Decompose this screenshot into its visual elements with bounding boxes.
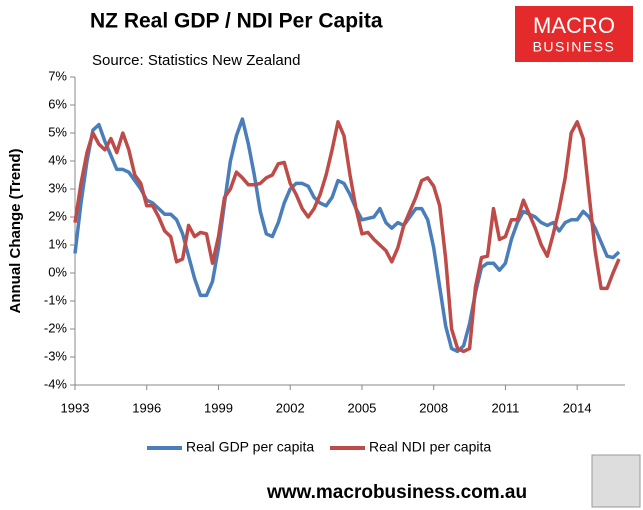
legend-label: Real GDP per capita bbox=[186, 439, 314, 455]
y-tick-label: 1% bbox=[48, 236, 67, 251]
x-tick-label: 1993 bbox=[61, 400, 90, 415]
y-tick-label: 2% bbox=[48, 208, 67, 223]
x-tick-label: 2002 bbox=[276, 400, 305, 415]
series-line bbox=[73, 120, 621, 354]
logo-text: BUSINESS bbox=[533, 39, 616, 55]
y-tick-label: 0% bbox=[48, 264, 67, 279]
logo-box bbox=[515, 6, 633, 62]
y-tick-label: 6% bbox=[48, 96, 67, 111]
footer: www.macrobusiness.com.au bbox=[266, 482, 527, 503]
y-tick-label: 7% bbox=[48, 68, 67, 83]
y-tick-label: 3% bbox=[48, 180, 67, 195]
logo-text: MACRO bbox=[533, 13, 615, 38]
x-tick-label: 2011 bbox=[491, 400, 519, 415]
y-axis-label: Annual Change (Trend) bbox=[7, 148, 24, 313]
y-tick-label: -3% bbox=[44, 348, 68, 363]
y-tick-label: -1% bbox=[44, 292, 68, 307]
chart-title: NZ Real GDP / NDI Per Capita bbox=[90, 10, 383, 33]
chart-subtitle: Source: Statistics New Zealand bbox=[92, 52, 300, 69]
y-tick-label: 5% bbox=[48, 124, 67, 139]
x-tick-label: 2005 bbox=[347, 400, 376, 415]
y-tick-label: -4% bbox=[44, 376, 68, 391]
x-tick-label: 2014 bbox=[563, 400, 592, 415]
x-tick-label: 2008 bbox=[419, 400, 448, 415]
wolf-icon bbox=[591, 454, 641, 508]
x-tick-label: 1999 bbox=[204, 400, 233, 415]
y-tick-label: -2% bbox=[44, 320, 68, 335]
x-tick-label: 1996 bbox=[132, 400, 161, 415]
legend-label: Real NDI per capita bbox=[369, 439, 491, 455]
y-tick-label: 4% bbox=[48, 152, 67, 167]
